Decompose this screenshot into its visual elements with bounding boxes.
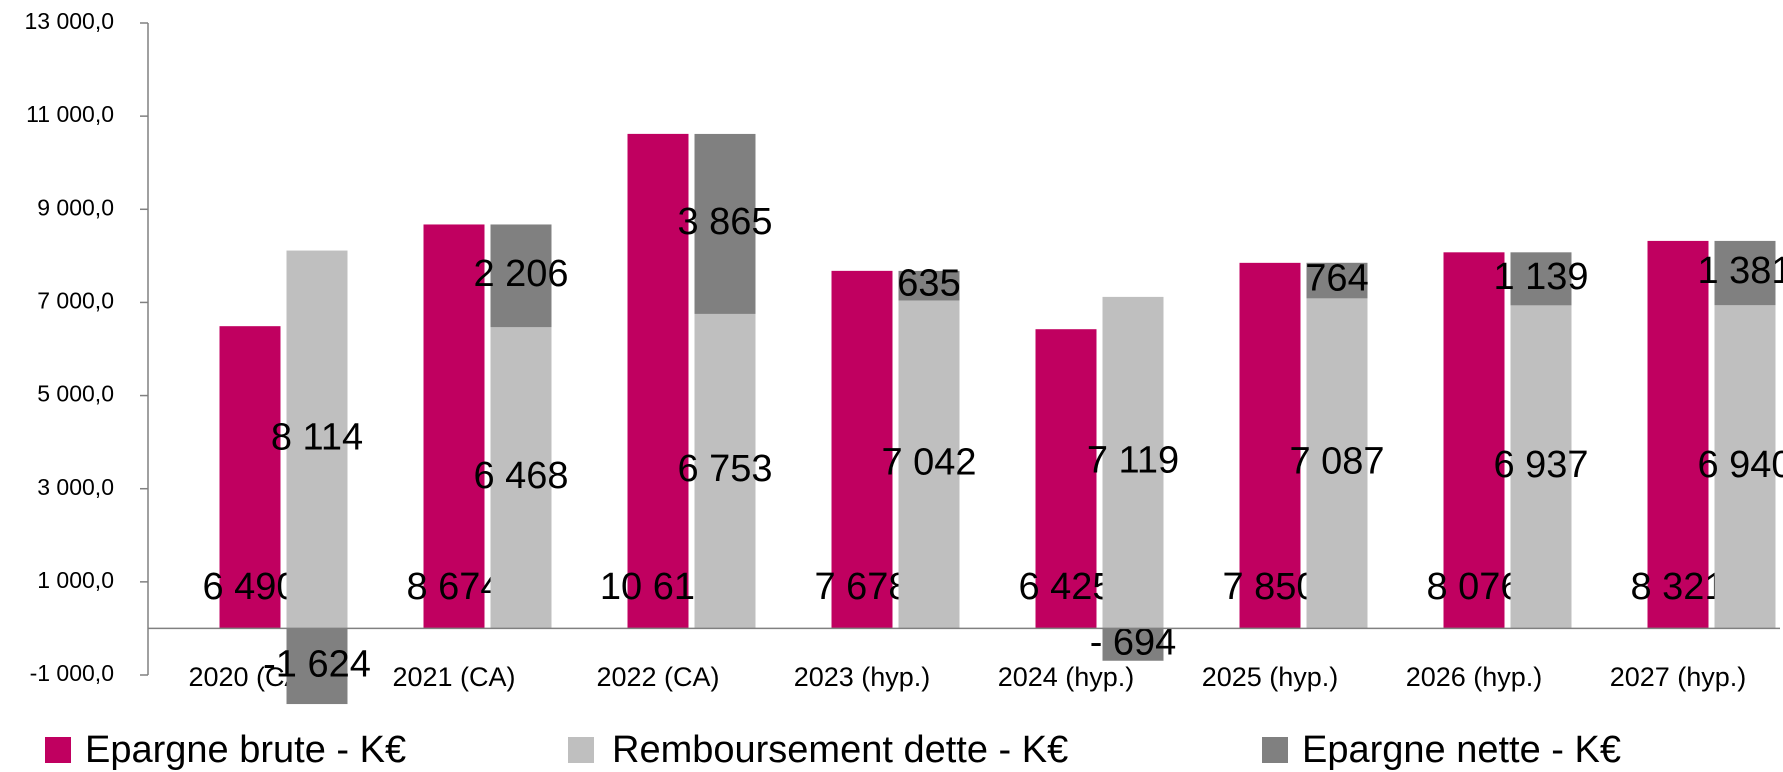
data-label: 7 850 — [1222, 566, 1317, 608]
legend-label: Remboursement dette - K€ — [612, 729, 1068, 771]
data-label: 8 114 — [271, 417, 363, 459]
x-tick-label: 2024 (hyp.) — [998, 662, 1135, 692]
data-label: 6 940 — [1697, 444, 1783, 486]
bar — [1102, 628, 1164, 661]
data-label: 8 076 — [1426, 566, 1521, 608]
data-label: 3 865 — [677, 201, 772, 243]
data-label: 7 087 — [1289, 440, 1384, 482]
bar — [490, 224, 552, 328]
x-tick-label: 2025 (hyp.) — [1202, 662, 1339, 692]
bar — [490, 327, 552, 629]
y-tick-label: 11 000,0 — [26, 101, 114, 127]
bar — [1647, 240, 1709, 629]
x-tick-label: 2021 (CA) — [392, 662, 515, 692]
y-tick-label: 7 000,0 — [37, 288, 114, 314]
data-label: -1 624 — [263, 643, 371, 685]
bar — [1443, 252, 1505, 629]
legend-swatch — [45, 737, 71, 763]
legend-swatch — [1262, 737, 1288, 763]
bar — [1239, 262, 1301, 629]
y-tick-label: 13 000,0 — [24, 8, 114, 34]
legend-label: Epargne brute - K€ — [85, 729, 406, 771]
x-tick-label: 2022 (CA) — [596, 662, 719, 692]
y-tick-label: 9 000,0 — [37, 194, 114, 220]
bar — [694, 133, 756, 314]
x-tick-label: 2023 (hyp.) — [794, 662, 931, 692]
data-label: 2 206 — [473, 253, 568, 295]
data-label: 1 139 — [1493, 256, 1588, 298]
data-label: 7 678 — [814, 566, 909, 608]
data-label: 1 381 — [1697, 250, 1783, 292]
bar — [219, 326, 281, 629]
data-label: 7 042 — [881, 441, 976, 483]
bar — [1035, 329, 1097, 629]
x-tick-label: 2026 (hyp.) — [1406, 662, 1543, 692]
bar — [1510, 252, 1572, 306]
bar — [286, 250, 348, 629]
bar — [627, 133, 689, 629]
data-label: 8 321 — [1630, 566, 1725, 608]
data-label: 6 425 — [1018, 566, 1113, 608]
data-label: 6 753 — [677, 448, 772, 490]
bar — [831, 270, 893, 629]
y-tick-label: 5 000,0 — [37, 381, 114, 407]
data-label: 6 937 — [1493, 444, 1588, 486]
bar — [898, 300, 960, 629]
y-tick-label: -1 000,0 — [30, 660, 114, 686]
x-tick-label: 2027 (hyp.) — [1610, 662, 1747, 692]
data-label: 6 490 — [202, 566, 297, 608]
bar — [694, 313, 756, 629]
bar — [1102, 296, 1164, 629]
bar — [1306, 298, 1368, 629]
bar — [1714, 305, 1776, 629]
bar — [1510, 305, 1572, 629]
data-label: 6 468 — [473, 455, 568, 497]
y-tick-label: 1 000,0 — [37, 567, 114, 593]
data-label: 8 674 — [406, 566, 501, 608]
data-label: 7 119 — [1087, 440, 1179, 482]
y-tick-label: 3 000,0 — [37, 474, 114, 500]
data-label: 635 — [897, 263, 960, 305]
bar — [1306, 262, 1368, 299]
legend-swatch — [568, 737, 594, 763]
bar — [286, 628, 348, 705]
data-label: 764 — [1305, 258, 1368, 300]
bar — [423, 224, 485, 629]
legend-label: Epargne nette - K€ — [1302, 729, 1621, 771]
bar — [898, 270, 960, 301]
bar — [1714, 240, 1776, 306]
